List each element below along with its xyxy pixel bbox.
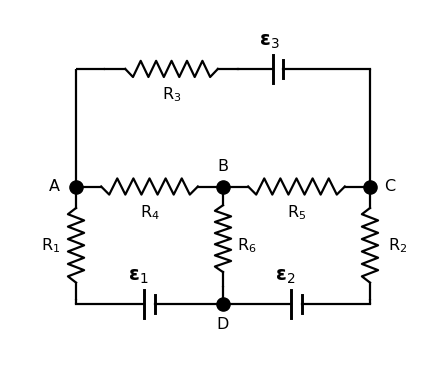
- Text: R$_3$: R$_3$: [162, 85, 181, 104]
- Point: [219, 184, 227, 189]
- Text: A: A: [49, 179, 59, 194]
- Text: C: C: [384, 179, 396, 194]
- Text: B: B: [218, 159, 228, 174]
- Text: $\boldsymbol{\varepsilon}_2$: $\boldsymbol{\varepsilon}_2$: [275, 267, 296, 286]
- Point: [72, 184, 79, 189]
- Text: R$_2$: R$_2$: [388, 236, 407, 255]
- Point: [219, 301, 227, 307]
- Text: R$_5$: R$_5$: [287, 203, 306, 222]
- Text: $\boldsymbol{\varepsilon}_1$: $\boldsymbol{\varepsilon}_1$: [128, 267, 149, 286]
- Text: R$_4$: R$_4$: [140, 203, 159, 222]
- Point: [367, 184, 374, 189]
- Text: D: D: [217, 317, 229, 332]
- Text: R$_6$: R$_6$: [237, 236, 257, 255]
- Text: $\boldsymbol{\varepsilon}_3$: $\boldsymbol{\varepsilon}_3$: [259, 32, 279, 51]
- Text: R$_1$: R$_1$: [41, 236, 60, 255]
